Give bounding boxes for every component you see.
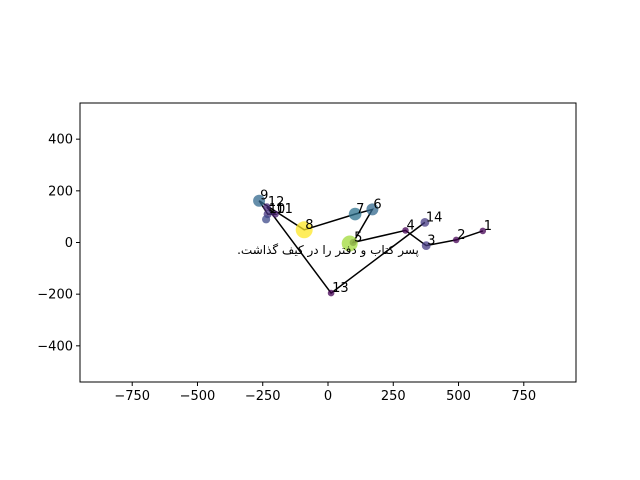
- point-label: 9: [260, 189, 268, 204]
- scatter-point: [253, 194, 266, 207]
- point-label: 5: [354, 231, 362, 246]
- scatter-point: [262, 215, 271, 224]
- y-axis: −400 −200 0 200 400: [37, 133, 80, 354]
- point-label: 7: [356, 202, 364, 217]
- scatter-point: [263, 203, 271, 211]
- point-label: 4: [407, 218, 415, 233]
- y-tick-label: 0: [65, 236, 73, 251]
- y-tick-label: 200: [48, 184, 73, 199]
- scatter-point: [421, 241, 431, 251]
- x-axis: −750 −500 −250 0 250 500 750: [114, 382, 536, 404]
- point-label: 1: [484, 219, 492, 234]
- point-label: 8: [305, 218, 313, 233]
- y-tick-label: −200: [37, 288, 73, 303]
- x-tick-label: −250: [245, 389, 281, 404]
- y-tick-label: 400: [48, 133, 73, 148]
- scatter-point: [420, 218, 430, 227]
- x-tick-label: 500: [446, 389, 471, 404]
- scatter-point: [452, 236, 460, 244]
- x-tick-label: −750: [114, 389, 150, 404]
- scatter-point: [366, 203, 379, 216]
- scatter-point: [348, 207, 362, 221]
- point-label: 2: [457, 228, 465, 243]
- y-tick-label: −400: [37, 339, 73, 354]
- scatter-point: [479, 227, 487, 235]
- x-tick-label: 250: [381, 389, 406, 404]
- scatter-point: [341, 235, 358, 252]
- chart-annotation: پسر کتاب و دفتر را در کیف گذاشت.: [237, 243, 419, 258]
- point-label: 13: [332, 281, 349, 296]
- x-tick-label: 750: [511, 389, 536, 404]
- point-label: 11: [276, 202, 293, 217]
- x-tick-label: 0: [324, 389, 332, 404]
- point-label: 3: [427, 234, 435, 249]
- x-tick-label: −500: [180, 389, 216, 404]
- scatter-point: [295, 221, 313, 239]
- point-label: 12: [268, 195, 285, 210]
- point-label: 14: [426, 210, 443, 225]
- scatter-point: [402, 227, 409, 234]
- point-label: 10: [269, 202, 286, 217]
- scatter-point: [327, 289, 335, 297]
- point-label: 6: [373, 197, 381, 212]
- scatter-point: [271, 210, 279, 218]
